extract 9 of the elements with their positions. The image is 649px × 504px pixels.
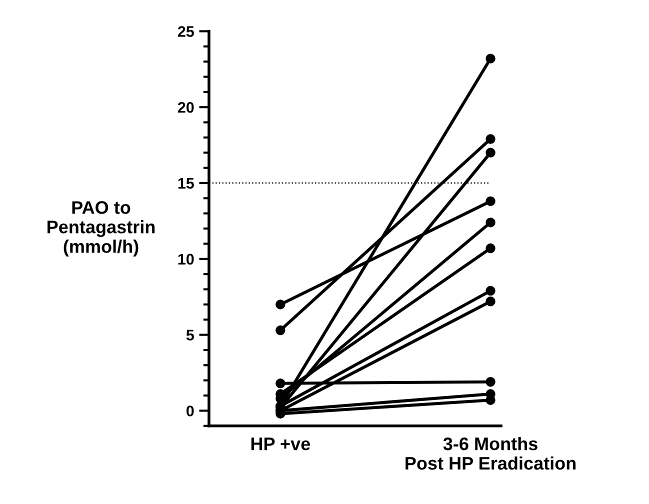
x-tick-label: HP +ve xyxy=(251,438,310,450)
y-tick-label: 0 xyxy=(186,406,194,416)
y-tick-label: 5 xyxy=(186,330,194,340)
y-tick-label: 15 xyxy=(178,178,194,189)
y-tick-label: 10 xyxy=(178,254,194,265)
y-axis-title: PAO to Pentagastrin (mmol/h) xyxy=(48,201,155,256)
x-tick-label: 3-6 Months Post HP Eradication xyxy=(406,436,576,470)
y-tick-label: 20 xyxy=(178,102,194,113)
y-tick-label: 25 xyxy=(178,26,194,37)
